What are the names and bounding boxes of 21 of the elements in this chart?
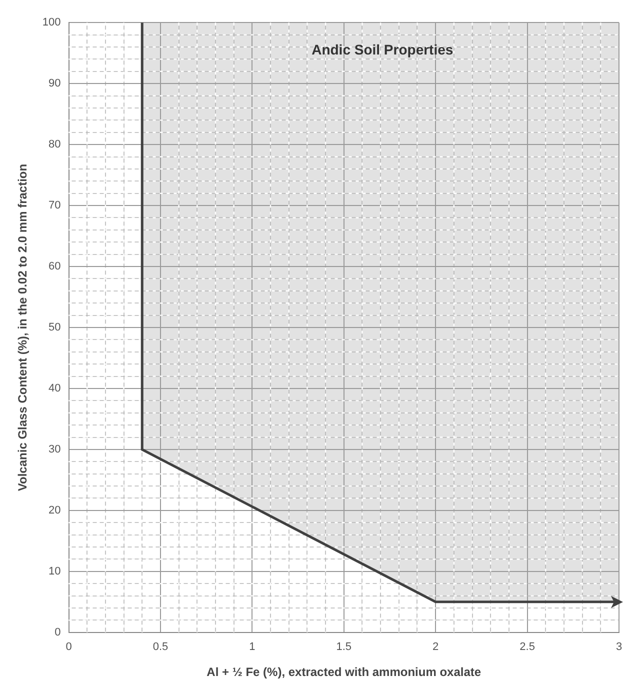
- y-tick-label: 70: [48, 200, 61, 212]
- y-tick-label: 10: [48, 565, 61, 578]
- y-tick-label: 40: [48, 382, 61, 395]
- annotation: Andic Soil Properties: [312, 42, 454, 58]
- y-tick-label: 80: [48, 138, 61, 151]
- x-tick-label: 0: [66, 641, 72, 654]
- y-tick-label: 50: [48, 322, 61, 334]
- x-tick-label: 2: [432, 641, 439, 654]
- y-tick-label: 60: [48, 260, 61, 273]
- y-axis-title: Volcanic Glass Content (%), in the 0.02 to 2.0 mm fraction: [16, 164, 30, 492]
- y-tick-label: 100: [42, 16, 61, 29]
- y-tick-label: 30: [48, 443, 61, 456]
- x-tick-label: 1: [249, 641, 256, 654]
- x-axis-title: Al + ½ Fe (%), extracted with ammonium oxalate: [206, 665, 482, 680]
- x-tick-label: 3: [616, 641, 622, 654]
- y-tick-label: 0: [54, 626, 61, 638]
- y-tick-label: 20: [48, 504, 61, 516]
- x-tick-label: 2.5: [520, 641, 535, 654]
- x-tick-label: 0.5: [152, 641, 168, 654]
- x-tick-label: 1.5: [336, 641, 352, 654]
- y-tick-label: 90: [48, 78, 61, 90]
